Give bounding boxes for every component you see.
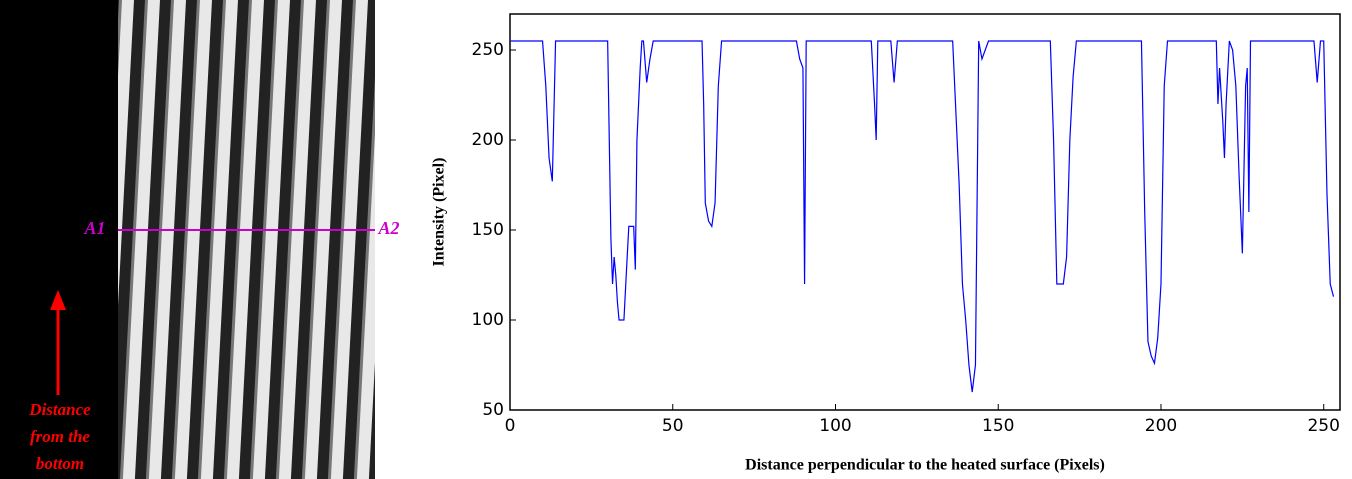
- y-tick-label: 100: [472, 310, 504, 330]
- arrow-label: bottom: [36, 454, 84, 473]
- arrow-label: Distance: [28, 400, 91, 419]
- y-tick-label: 150: [472, 220, 504, 240]
- y-tick-label: 250: [472, 40, 504, 60]
- y-tick-label: 50: [482, 400, 504, 420]
- y-tick-label: 200: [472, 130, 504, 150]
- x-tick-label: 0: [505, 416, 516, 436]
- y-axis-label: Intensity (Pixel): [431, 158, 448, 267]
- arrow-label: from the: [30, 427, 90, 446]
- plot-frame: [509, 13, 1341, 411]
- data-line: [510, 40, 1335, 393]
- x-tick-label: 250: [1307, 416, 1339, 436]
- line-start-label: A1: [83, 218, 105, 238]
- x-tick-label: 100: [819, 416, 851, 436]
- fringe-image: [118, 0, 375, 479]
- arrow-head: [50, 290, 66, 310]
- x-tick-label: 50: [662, 416, 684, 436]
- x-axis-label: Distance perpendicular to the heated sur…: [745, 457, 1105, 474]
- x-tick-label: 150: [982, 416, 1014, 436]
- line-end-label: A2: [377, 218, 399, 238]
- x-tick-label: 200: [1145, 416, 1177, 436]
- black-region: [0, 0, 118, 479]
